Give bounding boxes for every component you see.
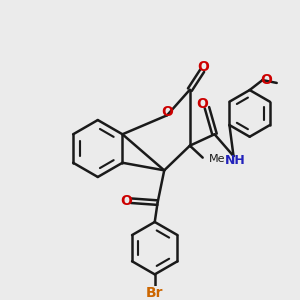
Text: NH: NH	[225, 154, 245, 167]
Text: Me: Me	[209, 154, 225, 164]
Text: O: O	[260, 73, 272, 87]
Text: Br: Br	[146, 286, 164, 300]
Text: O: O	[198, 60, 210, 74]
Text: O: O	[197, 97, 208, 111]
Text: O: O	[120, 194, 132, 208]
Text: O: O	[161, 105, 173, 119]
